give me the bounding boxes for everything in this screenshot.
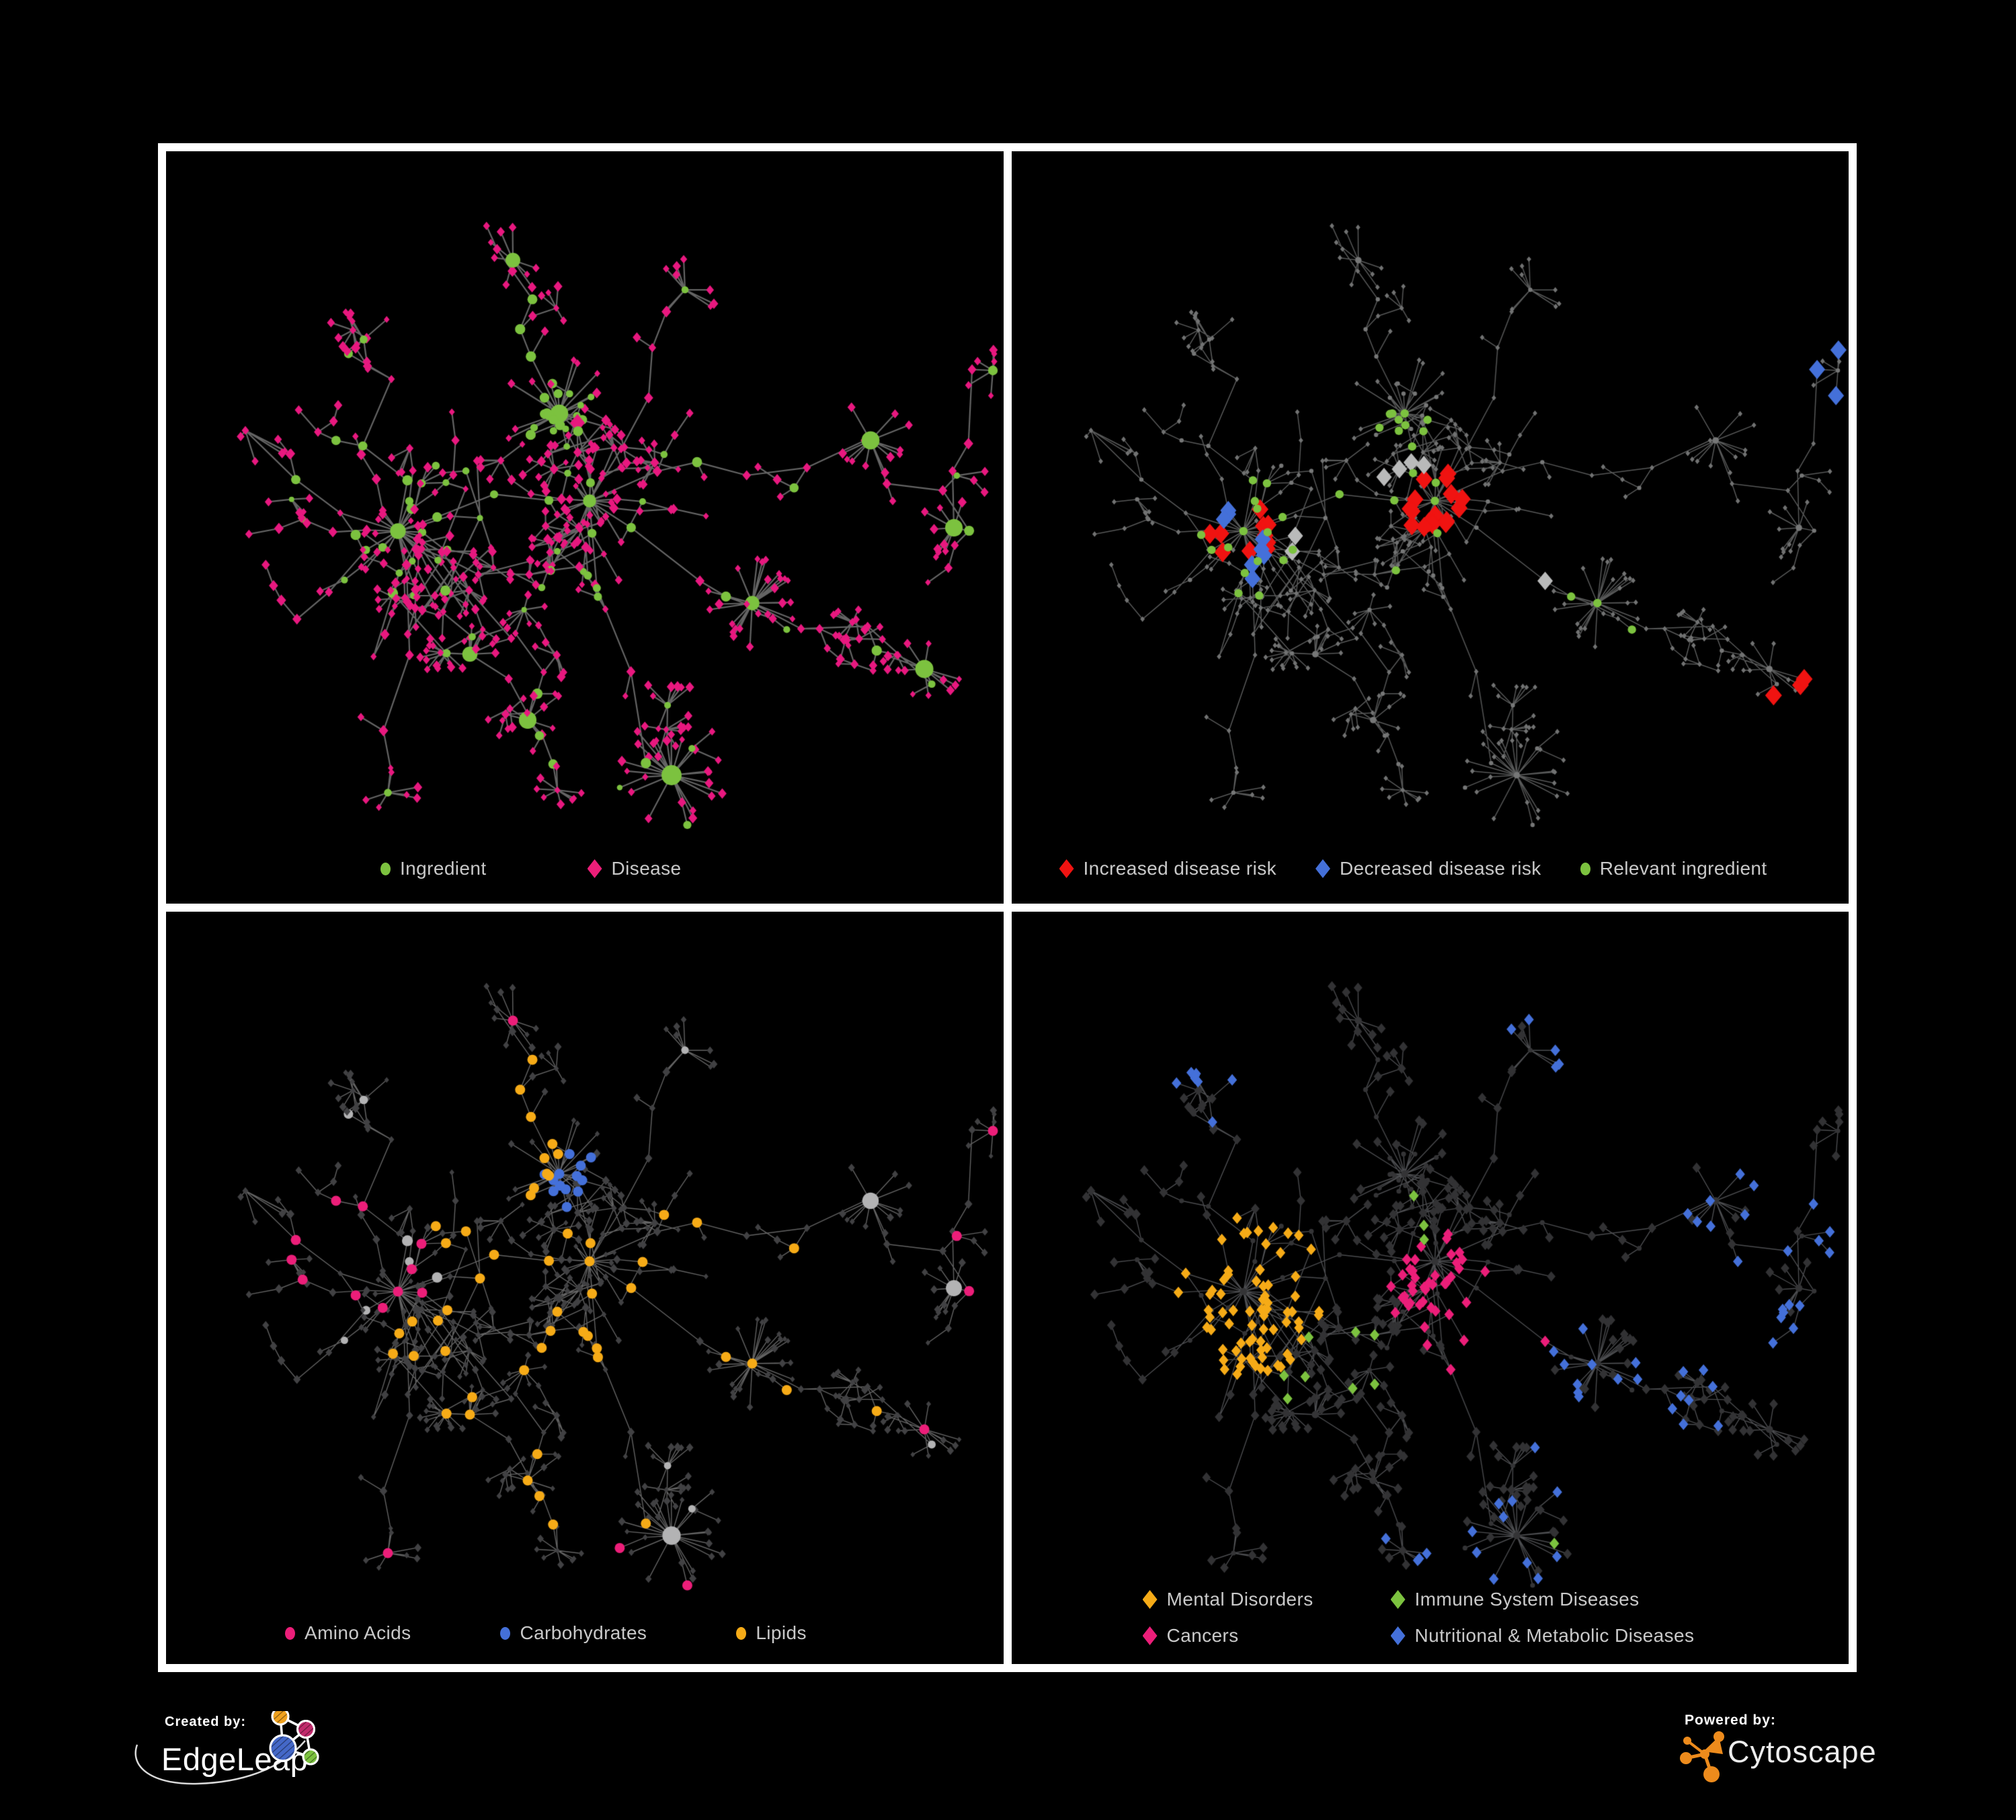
legend-swatch-circle <box>500 1626 511 1640</box>
legend-swatch-circle <box>1580 862 1590 875</box>
legend-swatch-circle <box>380 862 391 875</box>
edgeleap-logo: Created by: EdgeLeap <box>134 1711 319 1785</box>
figure-grid: Ingredient Disease Increased disease risk… <box>158 143 1857 1672</box>
legend-label: Amino Acids <box>305 1622 411 1643</box>
created-by-label: Created by: <box>165 1714 246 1729</box>
cytoscape-icon <box>1680 1731 1724 1782</box>
legend-item: Amino Acids <box>285 1622 411 1644</box>
legend-label: Disease <box>611 858 682 879</box>
legend-label: Immune System Diseases <box>1414 1589 1640 1610</box>
cytoscape-logo: Powered by: Cytoscape <box>1680 1712 1877 1782</box>
legend-label: Increased disease risk <box>1083 858 1277 879</box>
legend-item: Carbohydrates <box>500 1622 647 1644</box>
legend-swatch-diamond <box>1142 1626 1158 1645</box>
legend-macronutrient-classes: Amino Acids Carbohydrates Lipids <box>285 1622 807 1644</box>
powered-by-label: Powered by: <box>1685 1712 1776 1728</box>
panel-ingredient-disease: Ingredient Disease <box>166 151 1004 904</box>
legend-label: Nutritional & Metabolic Diseases <box>1414 1625 1695 1646</box>
legend-disease-classes: Mental Disorders Immune System Diseases Ca… <box>1142 1589 1695 1647</box>
legend-swatch-diamond <box>1315 859 1330 878</box>
legend-item: Relevant ingredient <box>1580 858 1767 879</box>
legend-item: Cancers <box>1142 1625 1391 1647</box>
legend-item: Lipids <box>736 1622 807 1644</box>
network-canvas-disease-risk <box>1011 151 1849 904</box>
legend-label: Decreased disease risk <box>1339 858 1541 879</box>
legend-swatch-circle <box>285 1626 295 1640</box>
legend-swatch-diamond <box>1390 1626 1406 1645</box>
panel-disease-classes: Mental Disorders Immune System Diseases Ca… <box>1011 912 1849 1664</box>
network-canvas-disease-classes <box>1011 912 1849 1664</box>
cytoscape-wordmark: Cytoscape <box>1728 1735 1877 1769</box>
legend-item: Nutritional & Metabolic Diseases <box>1390 1625 1695 1647</box>
panel-disease-risk: Increased disease risk Decreased disease … <box>1011 151 1849 904</box>
legend-swatch-circle <box>736 1626 747 1640</box>
edgeleap-logo-nodes <box>269 1711 319 1766</box>
edgeleap-swoosh <box>134 1740 306 1785</box>
legend-item: Disease <box>587 858 682 879</box>
legend-swatch-diamond <box>587 859 602 878</box>
legend-item: Mental Disorders <box>1142 1589 1391 1610</box>
legend-item: Immune System Diseases <box>1390 1589 1695 1610</box>
legend-label: Cancers <box>1166 1625 1239 1646</box>
legend-ingredient-disease: Ingredient Disease <box>380 858 682 879</box>
legend-label: Ingredient <box>400 858 487 879</box>
legend-item: Ingredient <box>380 858 487 879</box>
legend-disease-risk: Increased disease risk Decreased disease … <box>1059 858 1767 879</box>
legend-item: Increased disease risk <box>1059 858 1277 879</box>
panel-macronutrient-classes: Amino Acids Carbohydrates Lipids <box>166 912 1004 1664</box>
legend-label: Lipids <box>756 1622 807 1643</box>
legend-label: Carbohydrates <box>520 1622 647 1643</box>
legend-item: Decreased disease risk <box>1315 858 1541 879</box>
network-canvas-ingredient-disease <box>166 151 1004 904</box>
legend-swatch-diamond <box>1390 1590 1406 1609</box>
legend-swatch-diamond <box>1142 1590 1158 1609</box>
legend-label: Relevant ingredient <box>1599 858 1767 879</box>
network-canvas-macronutrient-classes <box>166 912 1004 1664</box>
legend-swatch-diamond <box>1059 859 1074 878</box>
legend-label: Mental Disorders <box>1166 1589 1314 1610</box>
